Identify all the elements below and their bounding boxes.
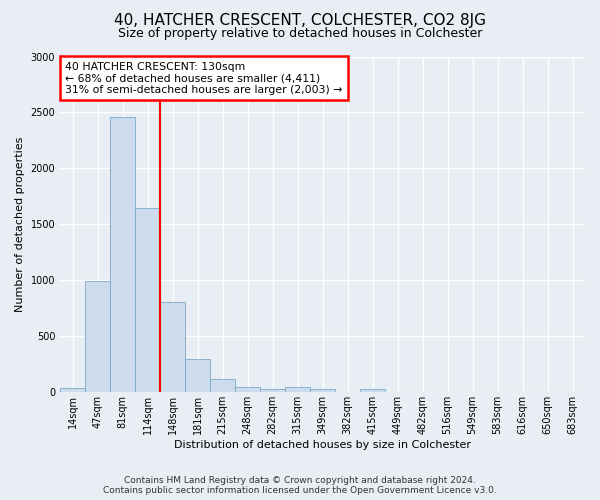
Bar <box>60 388 85 392</box>
Bar <box>310 390 335 392</box>
Y-axis label: Number of detached properties: Number of detached properties <box>15 136 25 312</box>
Bar <box>110 117 135 392</box>
Bar <box>160 302 185 392</box>
Bar <box>285 388 310 392</box>
Text: Contains HM Land Registry data © Crown copyright and database right 2024.
Contai: Contains HM Land Registry data © Crown c… <box>103 476 497 495</box>
Bar <box>185 360 210 392</box>
Bar <box>260 389 285 392</box>
Bar <box>135 208 160 392</box>
Bar <box>85 282 110 393</box>
Text: 40, HATCHER CRESCENT, COLCHESTER, CO2 8JG: 40, HATCHER CRESCENT, COLCHESTER, CO2 8J… <box>114 12 486 28</box>
Bar <box>360 389 385 392</box>
Bar <box>235 388 260 392</box>
Text: Size of property relative to detached houses in Colchester: Size of property relative to detached ho… <box>118 28 482 40</box>
Text: 40 HATCHER CRESCENT: 130sqm
← 68% of detached houses are smaller (4,411)
31% of : 40 HATCHER CRESCENT: 130sqm ← 68% of det… <box>65 62 343 94</box>
X-axis label: Distribution of detached houses by size in Colchester: Distribution of detached houses by size … <box>174 440 471 450</box>
Bar <box>210 379 235 392</box>
